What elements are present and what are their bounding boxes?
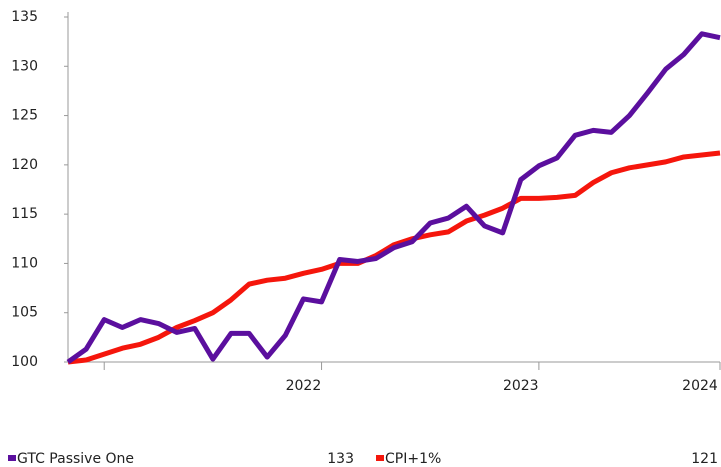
x-tick-label: 2024 — [682, 378, 718, 394]
y-tick-label: 115 — [11, 206, 38, 222]
y-tick-label: 105 — [11, 305, 38, 321]
y-tick-label: 100 — [11, 354, 38, 370]
x-tick-label: 2022 — [286, 378, 322, 394]
series-line — [67, 150, 721, 365]
y-tick-label: 120 — [11, 157, 38, 173]
legend-label: GTC Passive One — [17, 451, 134, 467]
legend-swatch — [376, 455, 384, 461]
y-tick-label: 110 — [11, 255, 38, 271]
legend-label: CPI+1% — [385, 451, 441, 467]
legend-value: 133 — [327, 451, 354, 467]
y-tick-label: 135 — [11, 9, 38, 25]
y-tick-label: 130 — [11, 58, 38, 74]
legend-swatch — [8, 455, 16, 461]
y-tick-label: 125 — [11, 108, 38, 124]
series-line — [66, 31, 721, 365]
legend-value: 121 — [691, 451, 718, 467]
x-tick-label: 2023 — [503, 378, 539, 394]
